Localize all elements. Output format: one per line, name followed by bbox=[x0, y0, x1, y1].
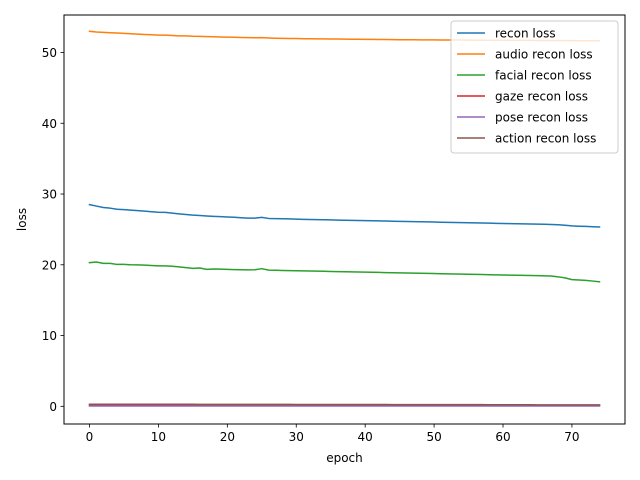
y-tick-label: 30 bbox=[42, 188, 57, 202]
legend-label: gaze recon loss bbox=[495, 90, 588, 104]
series-line-facial-recon-loss bbox=[88, 261, 601, 283]
x-axis-label: epoch bbox=[326, 451, 363, 465]
legend-label: action recon loss bbox=[495, 132, 596, 146]
y-tick-label: 0 bbox=[49, 400, 57, 414]
legend-box bbox=[450, 20, 619, 154]
x-tick-label: 60 bbox=[495, 430, 510, 444]
y-tick-label: 50 bbox=[42, 46, 57, 60]
x-tick-label: 70 bbox=[564, 430, 579, 444]
y-axis-label: loss bbox=[15, 208, 29, 231]
y-tick-label: 10 bbox=[42, 329, 57, 343]
series-layer bbox=[88, 30, 601, 407]
y-tick-label: 40 bbox=[42, 117, 57, 131]
x-tick-label: 20 bbox=[220, 430, 235, 444]
axes-frame bbox=[63, 14, 626, 425]
x-tick-label: 40 bbox=[358, 430, 373, 444]
x-tick-label: 50 bbox=[426, 430, 441, 444]
legend: recon loss audio recon loss facial recon l… bbox=[450, 20, 619, 154]
x-tick-label: 30 bbox=[289, 430, 304, 444]
y-axis: 0 10 20 30 40 50 bbox=[42, 46, 64, 414]
x-tick-label: 0 bbox=[86, 430, 94, 444]
y-tick-label: 20 bbox=[42, 258, 57, 272]
legend-label: audio recon loss bbox=[495, 48, 593, 62]
legend-label: recon loss bbox=[495, 27, 556, 41]
series-line-action-recon-loss bbox=[88, 403, 601, 406]
x-axis: 0 10 20 30 40 50 60 70 bbox=[86, 424, 580, 444]
legend-label: facial recon loss bbox=[495, 69, 592, 83]
legend-label: pose recon loss bbox=[495, 111, 588, 125]
series-line-recon-loss bbox=[88, 203, 601, 228]
x-tick-label: 10 bbox=[151, 430, 166, 444]
